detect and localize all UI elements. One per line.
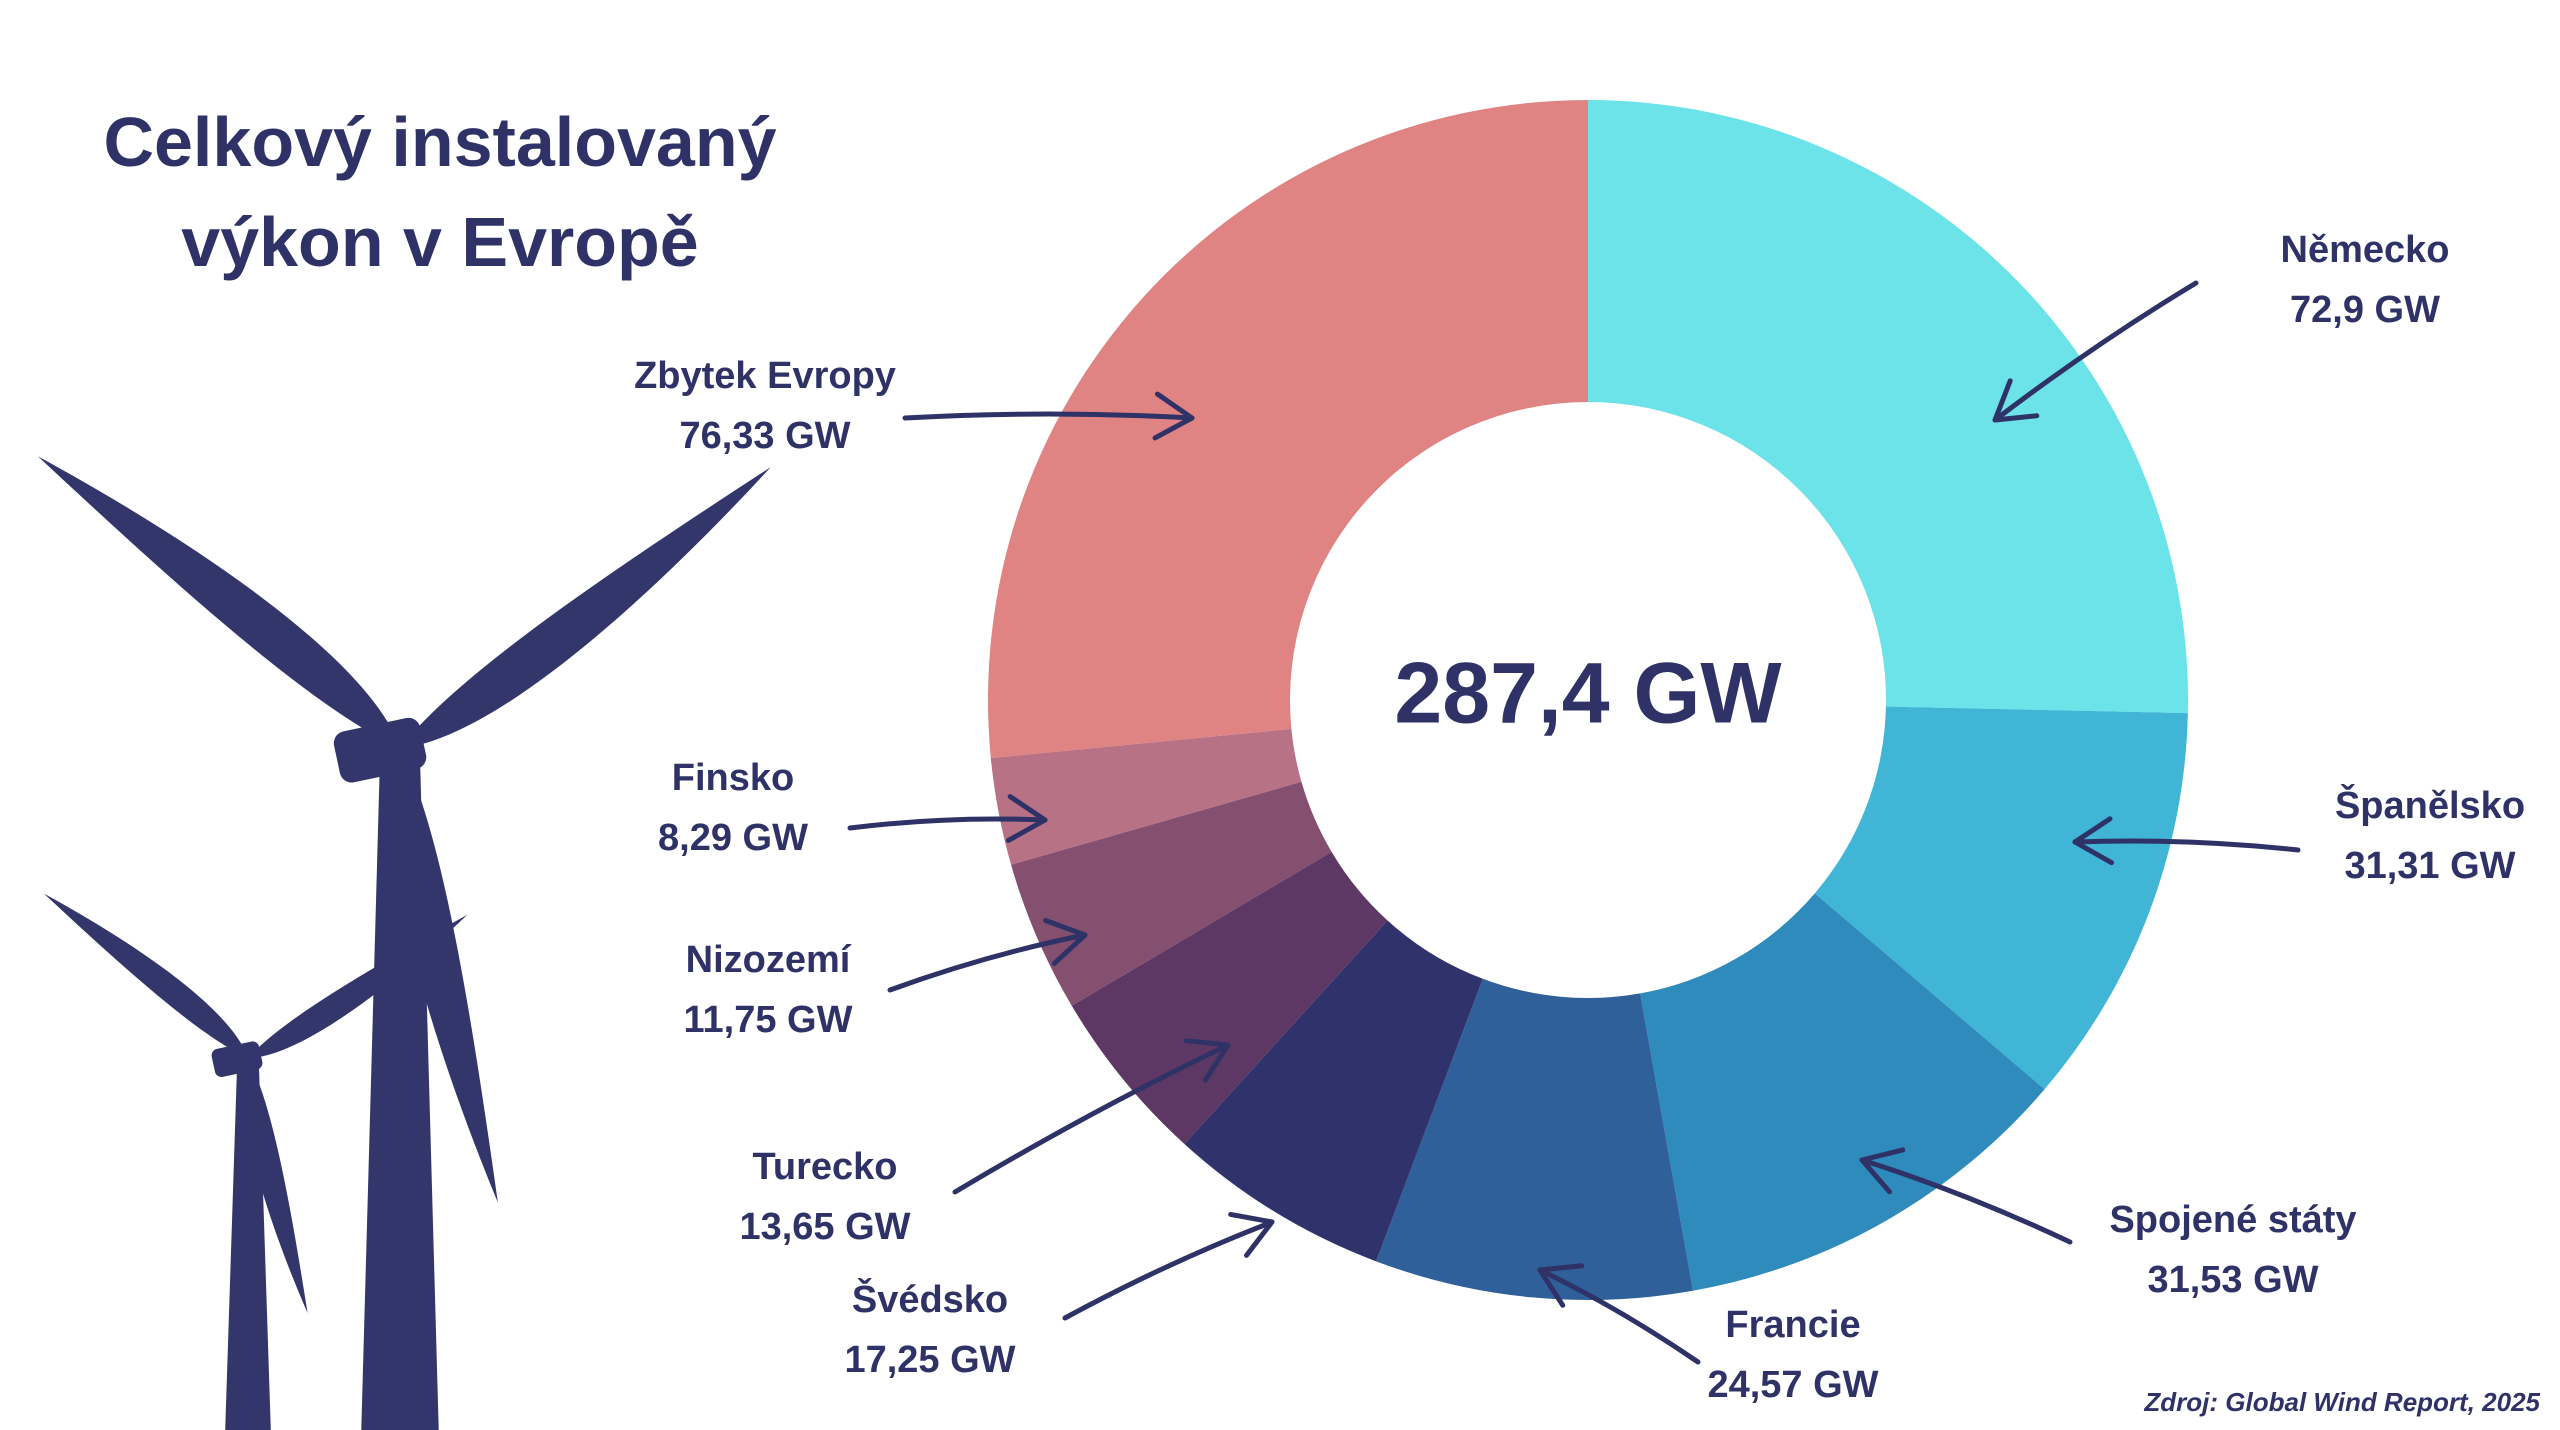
arrow-spanelsko [2072,838,2301,853]
label-value-finsko: 8,29 GW [658,817,808,859]
arrow-nemecko [1992,280,2199,423]
label-value-nemecko: 72,9 GW [2290,289,2440,331]
arrowhead-nemecko [1992,378,2040,423]
label-name-zbytek-evropy: Zbytek Evropy [634,355,896,397]
label-value-nizozemi: 11,75 GW [684,999,853,1041]
arrowhead-francie [1537,1263,1585,1308]
slice-francie [1376,978,1693,1301]
page-title: Celkový instalovaný výkon v Evropě [40,92,840,292]
label-value-spanelsko: 31,31 GW [2344,845,2515,887]
arrow-svedsko [1062,1219,1275,1321]
arrowhead-zbytek-evropy [1152,391,1195,441]
arrowhead-svedsko [1228,1211,1275,1258]
title-line-2: výkon v Evropě [181,203,699,281]
title-line-1: Celkový instalovaný [103,103,777,181]
slice-zbytek-evropy [987,100,1588,759]
arrowhead-spojene-staty [1859,1147,1906,1195]
wind-turbines-icon [37,456,771,1430]
arrow-francie [1537,1267,1701,1365]
label-value-spojene-staty: 31,53 GW [2147,1259,2318,1301]
label-name-svedsko: Švédsko [852,1276,1008,1321]
label-name-francie: Francie [1725,1304,1860,1346]
arrow-turecko [952,1042,1231,1195]
label-value-turecko: 13,65 GW [739,1206,910,1248]
slice-finsko [990,728,1302,865]
slice-spanelsko [1814,706,2188,1090]
center-total: 287,4 GW [1394,646,1782,742]
slice-svedsko [1184,920,1483,1262]
arrowhead-spanelsko [2072,816,2115,866]
source-note: Zdroj: Global Wind Report, 2025 [2144,1387,2540,1417]
slice-spojene-staty [1640,893,2045,1291]
small-turbine-icon [43,893,468,1430]
label-value-francie: 24,57 GW [1707,1364,1878,1406]
label-name-spojene-staty: Spojené státy [2109,1199,2356,1241]
label-name-nemecko: Německo [2281,229,2450,271]
arrowhead-nizozemi [1043,917,1088,967]
label-name-turecko: Turecko [752,1146,897,1188]
arrow-spojene-staty [1859,1157,2073,1245]
label-value-svedsko: 17,25 GW [844,1339,1015,1381]
arrow-finsko [847,816,1048,831]
arrowhead-finsko [1005,794,1048,843]
large-turbine-icon [37,456,771,1430]
slice-nemecko [1588,100,2188,714]
label-name-nizozemi: Nizozemí [686,939,852,981]
label-name-finsko: Finsko [672,757,794,799]
arrowhead-turecko [1183,1038,1231,1083]
label-value-zbytek-evropy: 76,33 GW [679,415,850,457]
arrow-nizozemi [887,932,1088,993]
arrow-zbytek-evropy [902,411,1195,421]
slice-nizozemi [1011,781,1332,1006]
slice-turecko [1071,851,1388,1144]
label-name-spanelsko: Španělsko [2335,782,2525,827]
